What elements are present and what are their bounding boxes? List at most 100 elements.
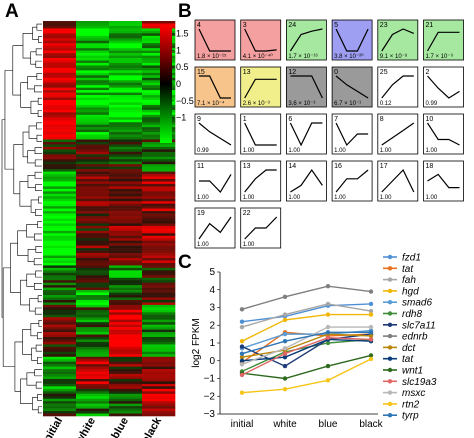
heatmap-cell [43,58,77,61]
heatmap-cell [76,225,110,229]
cluster-p-value: 1.00 [334,148,346,154]
heatmap-cell [109,181,143,185]
heatmap-cell [142,292,176,296]
cluster-background [331,160,373,202]
heatmap-cell [43,206,77,209]
heatmap-cell [142,411,176,414]
dendrogram-branch [35,208,42,216]
heatmap-cell [109,122,143,125]
gene-legend: fzd1tatfahhgdsmad6rdh8slc7a11ednrbdcttat… [383,253,437,422]
heatmap-cell [142,255,176,259]
heatmap-cell [109,211,143,214]
heatmap-cell [43,245,77,249]
heatmap-cell [76,144,110,148]
heatmap-cell [142,181,176,185]
data-point [282,355,288,360]
heatmap-cell [43,203,77,207]
heatmap-cell [109,341,143,345]
heatmap-cell [76,183,110,187]
heatmap-cell [142,191,176,195]
dendrogram-branch [34,369,42,377]
heatmap-cell [142,351,176,355]
dendrogram-branch [38,320,42,327]
dendrogram-branch [20,279,30,306]
heatmap-cell [43,33,77,37]
heatmap-cell [43,262,77,266]
heatmap-cell [109,265,143,269]
heatmap-cell [76,117,110,121]
heatmap-cell [109,376,143,380]
heatmap-cell [142,220,176,224]
dendrogram-branch [12,45,23,96]
heatmap-cell [76,40,110,44]
legend-label: tyrp [402,411,419,422]
dendrogram-branch [38,36,42,43]
heatmap-cell [76,351,110,355]
heatmap-cell [76,85,110,88]
heatmap-cell [43,124,77,128]
heatmap-cell [76,171,110,175]
dendrogram-branch [37,295,42,303]
series-line [241,303,372,323]
heatmap-cell [43,337,77,340]
x-tick-label: white [272,419,297,430]
heatmap-cell [109,381,143,385]
heatmap-cell [43,378,77,382]
heatmap-cell [109,406,143,409]
series-hgd [239,312,374,344]
cluster-box: 11.00 [240,113,282,155]
legend-label: tat [402,264,414,275]
data-point [239,339,245,344]
y-tick-label: 4 [209,285,215,296]
heatmap-cell [76,359,110,362]
heatmap-cell [109,314,143,318]
heatmap-cell [142,151,176,155]
legend-item: tat [383,354,414,365]
heatmap-cell [142,53,176,56]
cluster-p-value: 3.6 × 10⁻³ [288,101,315,107]
heatmap-cell [142,265,176,269]
heatmap-cell [76,413,110,417]
cluster-background [240,160,282,202]
heatmap-cell [76,349,110,353]
heatmap-cell [109,33,143,37]
heatmap-cell [43,146,77,150]
heatmap-cell [109,166,143,170]
heatmap-cell [43,211,77,214]
heatmap-cell [43,332,77,335]
heatmap-cell [142,95,176,98]
legend-item: wnt1 [383,366,423,377]
heatmap-cell [76,30,110,34]
heatmap-cell [142,349,176,353]
cluster-box: 141.00 [285,160,327,202]
heatmap-cell [109,351,143,355]
heatmap-cell [76,97,110,101]
expression-line-chart: −3 −2 −1 0 1 2 3 4 5 initial white blue black log2 FP… [191,267,384,430]
legend-item: tat [383,264,414,275]
cluster-box: 181.00 [423,160,464,202]
dendrogram-branch [14,341,23,392]
series-line [241,326,371,365]
heatmap-cell [109,28,143,32]
cluster-background [377,19,419,61]
series-line [241,313,371,342]
legend-swatch-dot [387,288,393,294]
heatmap-cell [43,30,77,34]
heatmap-cell [76,25,110,29]
heatmap-cell [109,146,143,150]
dendrogram-branch [19,181,32,207]
heatmap-cell [43,295,77,298]
legend-label: ednrb [402,332,428,343]
heatmap-cell [43,292,77,296]
cluster-profile-line [290,75,323,99]
heatmap-cell [142,408,176,412]
heatmap-cell [142,213,176,217]
heatmap-cell [76,265,110,269]
heatmap-cell [109,127,143,130]
cluster-background [285,19,327,61]
heatmap-colorbar: 1.5 1 0.5 0 −0.5 −1 [160,25,194,143]
cluster-background [240,113,282,155]
cluster-id: 12 [288,69,296,76]
heatmap-cell [142,364,176,367]
heatmap-cell [76,408,110,412]
